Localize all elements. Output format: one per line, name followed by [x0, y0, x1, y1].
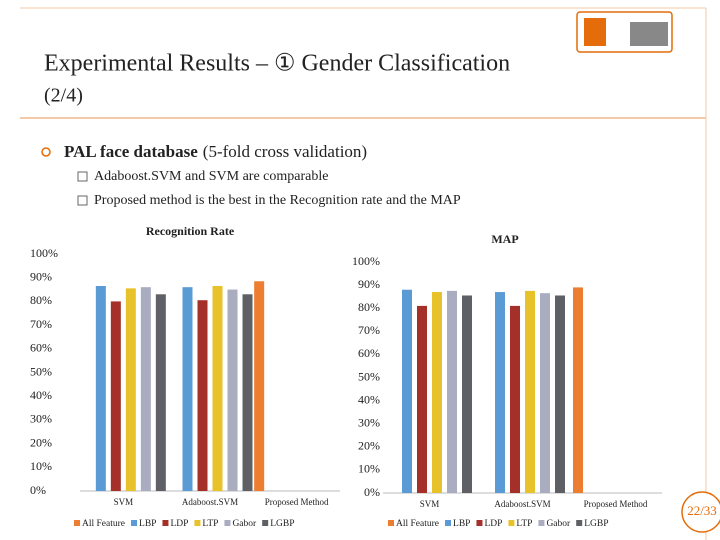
y-tick-label: 20%: [358, 439, 380, 453]
legend-swatch: [194, 520, 201, 526]
bar: [432, 292, 442, 493]
legend-label: LTP: [202, 519, 218, 529]
legend-swatch: [224, 520, 231, 526]
bar: [510, 305, 520, 493]
subbullet: Adaboost.SVM and SVM are comparable: [94, 169, 328, 184]
y-tick-label: 40%: [358, 392, 380, 406]
subbullet: Proposed method is the best in the Recog…: [94, 193, 461, 208]
x-tick-label: SVM: [114, 497, 134, 507]
legend-label: All Feature: [82, 519, 125, 529]
legend-label: LBP: [453, 519, 470, 529]
y-tick-label: 30%: [358, 415, 380, 429]
bar: [182, 287, 193, 491]
legend-label: Gabor: [546, 519, 571, 529]
bar: [212, 285, 223, 491]
legend-label: LDP: [484, 519, 502, 529]
slide-subtitle: (2/4): [44, 85, 83, 107]
legend-swatch: [131, 520, 138, 526]
legend-swatch: [388, 520, 394, 526]
legend-swatch: [262, 520, 269, 526]
legend-swatch: [162, 520, 169, 526]
y-tick-label: 60%: [358, 346, 380, 360]
y-tick-label: 90%: [30, 269, 52, 283]
y-tick-label: 80%: [358, 300, 380, 314]
x-tick-label: Proposed Method: [265, 497, 329, 507]
legend-swatch: [576, 520, 583, 526]
subbullet-marker: [77, 171, 88, 182]
legend-swatch: [508, 520, 515, 526]
y-tick-label: 20%: [30, 435, 52, 449]
bullet-bold: PAL face database: [64, 142, 198, 161]
y-tick-label: 30%: [30, 412, 52, 426]
y-tick-label: 80%: [30, 293, 52, 307]
logo: [576, 11, 673, 53]
legend-label: Gabor: [232, 519, 257, 529]
logo-block: [630, 22, 668, 46]
bar: [242, 294, 253, 491]
legend-swatch: [74, 520, 80, 526]
bar: [540, 293, 550, 493]
y-tick-label: 100%: [30, 246, 58, 260]
y-tick-label: 10%: [358, 462, 380, 476]
bar: [110, 301, 121, 491]
bar: [402, 289, 412, 493]
y-tick-label: 70%: [358, 323, 380, 337]
bar: [525, 290, 535, 493]
bullet-rest: (5-fold cross validation): [203, 142, 367, 161]
y-tick-label: 0%: [30, 483, 46, 497]
y-tick-label: 0%: [364, 485, 380, 499]
bullet-marker: [41, 147, 51, 157]
slide-title: Experimental Results – ① Gender Classifi…: [44, 51, 510, 77]
legend-label: LDP: [170, 519, 188, 529]
y-tick-label: 100%: [352, 254, 380, 268]
bar: [555, 295, 565, 493]
subbullet-marker: [77, 195, 88, 206]
y-tick-label: 10%: [30, 459, 52, 473]
bar: [125, 288, 136, 491]
bar: [197, 300, 208, 491]
logo-block: [584, 18, 606, 46]
legend-label: All Feature: [396, 519, 439, 529]
legend-label: LGBP: [270, 519, 294, 529]
bar: [155, 294, 166, 491]
legend-swatch: [445, 520, 452, 526]
legend-label: LGBP: [584, 519, 608, 529]
y-tick-label: 90%: [358, 277, 380, 291]
bar: [140, 287, 151, 491]
bar: [227, 289, 238, 491]
bar: [573, 287, 583, 493]
y-tick-label: 70%: [30, 317, 52, 331]
legend-label: LBP: [139, 519, 156, 529]
logo-frame: [576, 11, 673, 53]
y-tick-label: 50%: [358, 369, 380, 383]
bar: [95, 285, 106, 491]
page-badge: [681, 491, 720, 533]
legend-swatch: [538, 520, 545, 526]
legend-label: LTP: [516, 519, 532, 529]
y-tick-label: 50%: [30, 364, 52, 378]
legend-swatch: [476, 520, 483, 526]
bullet: PAL face database (5-fold cross validatio…: [64, 142, 367, 161]
chart-title: MAP: [491, 232, 518, 246]
chart-title: Recognition Rate: [146, 224, 235, 238]
x-tick-label: Adaboost.SVM: [182, 497, 238, 507]
bar: [495, 292, 505, 493]
x-tick-label: Adaboost.SVM: [494, 499, 550, 509]
x-tick-label: Proposed Method: [584, 499, 648, 509]
x-tick-label: SVM: [420, 499, 440, 509]
bar: [447, 290, 457, 493]
y-tick-label: 40%: [30, 388, 52, 402]
bar: [462, 295, 472, 493]
page-number: 22/33: [687, 503, 717, 518]
bar: [417, 305, 427, 493]
bar: [254, 281, 265, 491]
y-tick-label: 60%: [30, 341, 52, 355]
